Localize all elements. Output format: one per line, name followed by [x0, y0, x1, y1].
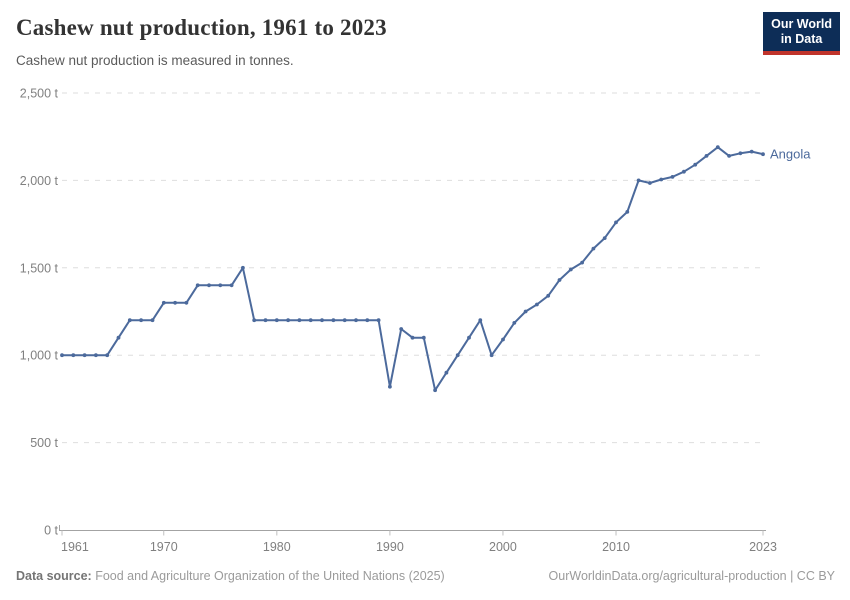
data-point[interactable] [704, 154, 709, 158]
data-source-label: Data source: [16, 569, 92, 583]
data-point[interactable] [365, 318, 370, 323]
y-tick-label: 1,500 t [20, 261, 59, 275]
data-point[interactable] [749, 149, 754, 154]
data-point[interactable] [625, 210, 630, 214]
data-point[interactable] [682, 169, 686, 174]
data-point[interactable] [127, 318, 132, 323]
x-tick-label: 2010 [602, 540, 630, 554]
data-point[interactable] [614, 220, 618, 225]
data-point[interactable] [659, 177, 664, 182]
data-point[interactable] [195, 283, 200, 288]
data-point[interactable] [331, 318, 336, 323]
data-point[interactable] [354, 318, 358, 323]
data-point[interactable] [150, 318, 155, 323]
data-point[interactable] [173, 300, 178, 305]
data-point[interactable] [342, 318, 347, 323]
data-point[interactable] [444, 370, 449, 375]
data-point[interactable] [512, 321, 517, 325]
data-point[interactable] [670, 175, 675, 179]
owid-logo-line2: in Data [780, 31, 823, 46]
data-point[interactable] [184, 300, 189, 305]
data-point[interactable] [94, 353, 98, 358]
chart-title: Cashew nut production, 1961 to 2023 [16, 15, 387, 40]
data-point[interactable] [557, 278, 562, 282]
data-point[interactable] [467, 335, 471, 340]
x-tick-label: 1980 [263, 540, 291, 554]
data-point[interactable] [286, 318, 290, 323]
data-point[interactable] [535, 302, 539, 307]
data-point[interactable] [105, 353, 110, 358]
data-point[interactable] [715, 145, 720, 150]
chart-footer: Data source: Food and Agriculture Organi… [16, 569, 835, 583]
data-point[interactable] [161, 300, 166, 305]
data-point[interactable] [478, 318, 483, 323]
data-point[interactable] [241, 265, 245, 270]
data-point[interactable] [308, 318, 313, 323]
data-point[interactable] [738, 151, 743, 156]
data-point[interactable] [263, 318, 268, 323]
data-point[interactable] [252, 318, 257, 323]
data-point[interactable] [489, 353, 494, 358]
owid-logo: Our World in Data [763, 12, 840, 55]
data-point[interactable] [546, 293, 551, 298]
entity-label[interactable]: Angola [770, 147, 811, 162]
chart-subtitle: Cashew nut production is measured in ton… [16, 53, 294, 68]
data-point[interactable] [602, 236, 607, 241]
data-source: Data source: Food and Agriculture Organi… [16, 569, 445, 583]
data-point[interactable] [320, 318, 324, 323]
x-axis-line [59, 525, 766, 531]
data-point[interactable] [455, 353, 460, 358]
data-point[interactable] [399, 327, 404, 331]
y-tick-label: 2,000 t [20, 174, 59, 188]
data-point[interactable] [71, 353, 76, 358]
data-point[interactable] [218, 283, 223, 288]
x-tick-label: 1990 [376, 540, 404, 554]
data-point[interactable] [274, 318, 279, 323]
data-point[interactable] [207, 283, 211, 288]
data-point[interactable] [297, 318, 302, 323]
data-point[interactable] [761, 152, 765, 157]
data-point[interactable] [82, 353, 87, 358]
data-point[interactable] [421, 335, 426, 340]
y-tick-label: 0 t [44, 524, 58, 538]
credit-line: OurWorldinData.org/agricultural-producti… [548, 569, 835, 583]
x-tick-label: 1961 [61, 540, 89, 554]
data-point[interactable] [376, 318, 381, 323]
series-line[interactable] [61, 146, 764, 392]
data-point[interactable] [410, 335, 415, 340]
data-point[interactable] [591, 246, 596, 251]
data-point[interactable] [648, 181, 652, 185]
data-point[interactable] [523, 309, 528, 314]
x-tick-label: 2000 [489, 540, 517, 554]
data-point[interactable] [501, 337, 505, 342]
data-point[interactable] [636, 178, 641, 183]
data-point[interactable] [433, 388, 437, 393]
data-point[interactable] [388, 384, 392, 389]
x-tick-label: 2023 [749, 540, 777, 554]
data-point[interactable] [580, 260, 584, 265]
data-point[interactable] [116, 335, 121, 340]
y-tick-label: 500 t [30, 436, 58, 450]
data-point[interactable] [727, 154, 731, 158]
x-tick-label: 1970 [150, 540, 178, 554]
y-tick-label: 2,500 t [20, 87, 59, 101]
data-point[interactable] [229, 283, 234, 288]
owid-logo-line1: Our World [771, 17, 832, 31]
data-point[interactable] [568, 267, 573, 272]
data-point[interactable] [693, 162, 698, 167]
data-point[interactable] [139, 318, 144, 323]
data-point[interactable] [60, 353, 64, 358]
y-tick-label: 1,000 t [20, 349, 59, 363]
data-source-text: Food and Agriculture Organization of the… [91, 569, 445, 583]
